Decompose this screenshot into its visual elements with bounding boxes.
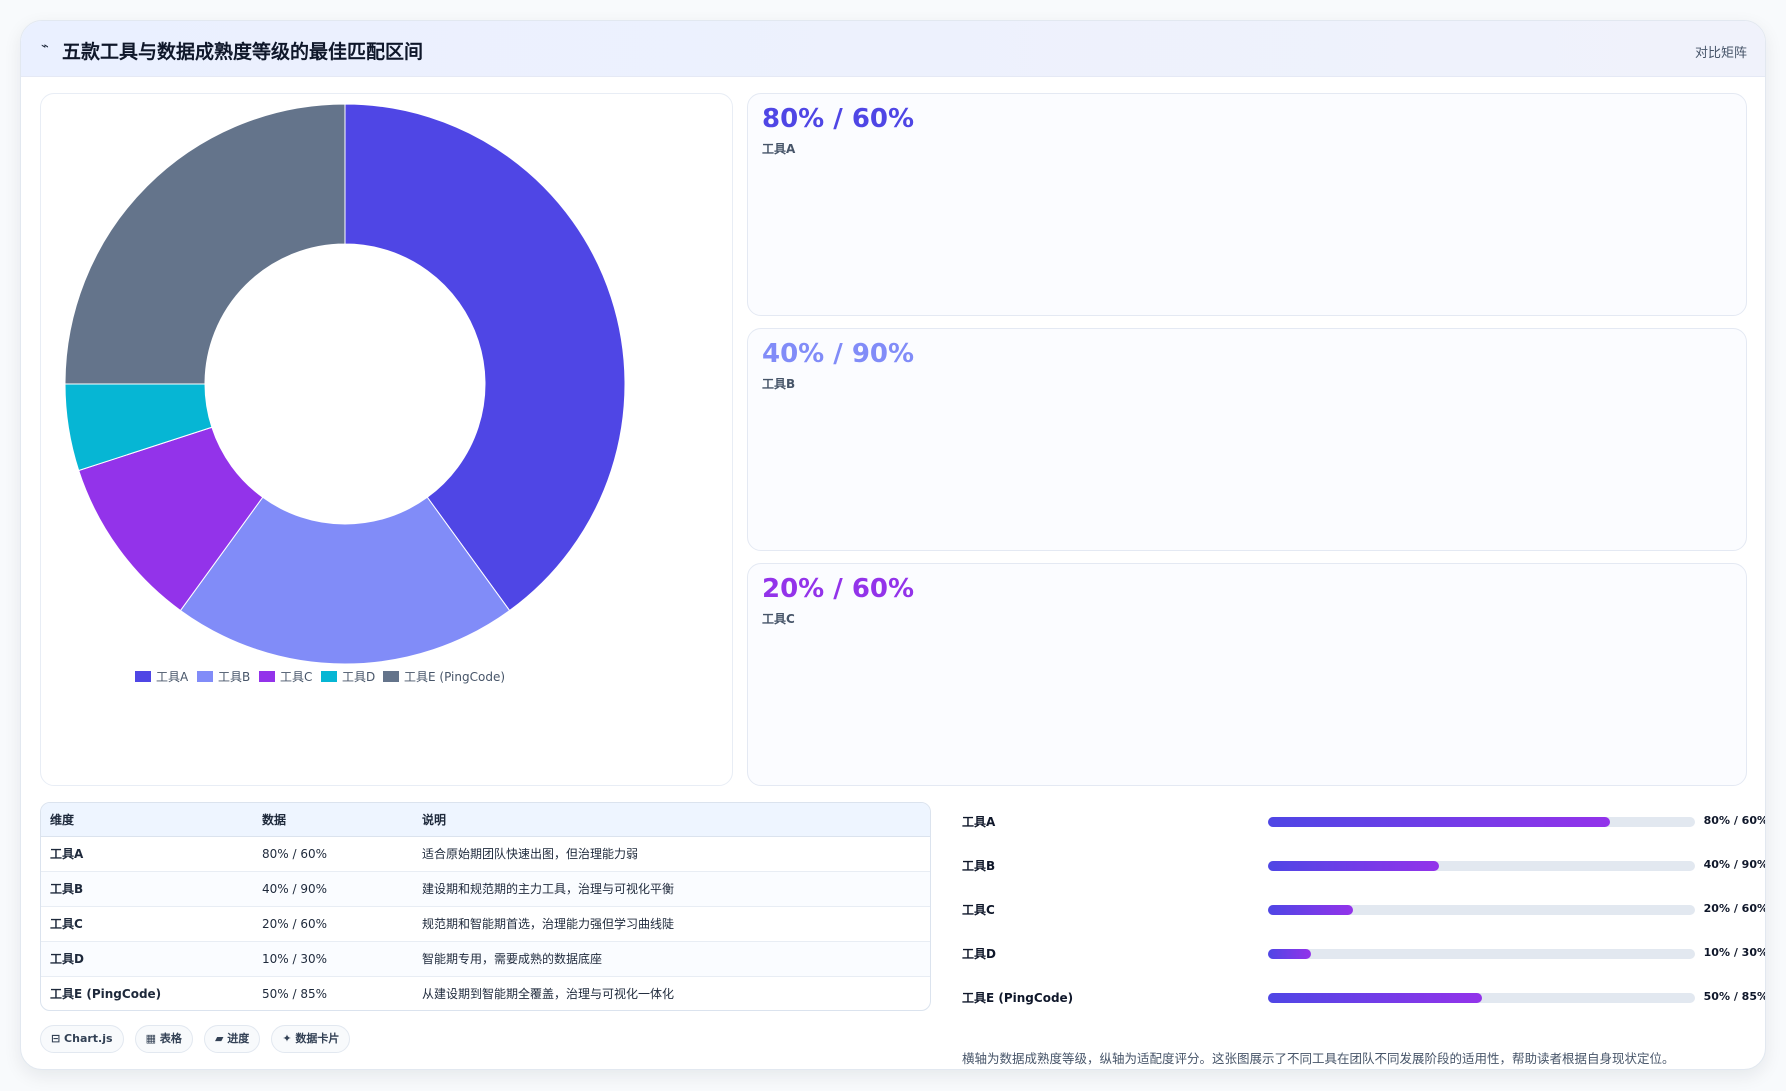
- legend-item[interactable]: 工具A: [135, 670, 189, 684]
- progress-track: [1268, 905, 1695, 915]
- table-cell: 50% / 85%: [253, 975, 413, 1010]
- progress-fill: [1268, 905, 1354, 915]
- progress-label: 工具C: [962, 903, 995, 917]
- donut-chart-panel: 工具A 工具B 工具C 工具D 工具E (PingCode): [40, 93, 733, 786]
- progress-value: 20% / 60%: [1703, 902, 1766, 915]
- progress-track: [1268, 817, 1695, 827]
- table-row: 工具E (PingCode) 50% / 85% 从建设期到智能期全覆盖，治理与…: [41, 975, 930, 1010]
- progress-row: 工具B 40% / 90%: [962, 853, 1766, 897]
- kpi-card-tool-b: 40% / 90% 工具B: [747, 328, 1747, 551]
- chip-data-card[interactable]: ✦ 数据卡片: [271, 1025, 351, 1053]
- table-cell: 工具B: [41, 870, 253, 906]
- donut-slice-1[interactable]: [344, 103, 626, 612]
- legend-item[interactable]: 工具E (PingCode): [383, 670, 505, 684]
- kpi-card-tool-c: 20% / 60% 工具C: [747, 563, 1747, 786]
- donut-chart: 工具A 工具B 工具C 工具D 工具E (PingCode): [64, 103, 626, 684]
- progress-value: 40% / 90%: [1703, 858, 1766, 871]
- legend-swatch: [321, 671, 337, 682]
- progress-value: 80% / 60%: [1703, 814, 1766, 827]
- progress-row: 工具A 80% / 60%: [962, 809, 1766, 853]
- progress-label: 工具E (PingCode): [962, 991, 1074, 1005]
- table-cell: 20% / 60%: [253, 905, 413, 941]
- progress-track: [1268, 993, 1695, 1003]
- table-cell: 工具C: [41, 905, 253, 941]
- legend-swatch: [135, 671, 151, 682]
- legend-label: 工具C: [280, 670, 312, 684]
- kpi-label: 工具C: [762, 612, 795, 626]
- data-table: 维度 数据 说明 工具A 80% / 60% 适合原始期团队快速出图，但治理能力…: [40, 802, 931, 1011]
- table-header-row: 维度 数据 说明: [41, 803, 930, 837]
- progress-fill: [1268, 817, 1610, 827]
- report-card: ⌁ 五款工具与数据成熟度等级的最佳匹配区间 对比矩阵 工具A 工具B 工具C 工具D 工…: [20, 20, 1766, 1070]
- column-header: 维度: [41, 803, 253, 837]
- column-header: 说明: [413, 803, 930, 837]
- comparison-badge: 对比矩阵: [1694, 46, 1747, 61]
- card-header: ⌁ 五款工具与数据成熟度等级的最佳匹配区间 对比矩阵: [21, 21, 1765, 77]
- progress-fill: [1268, 949, 1311, 959]
- legend-swatch: [259, 671, 275, 682]
- page-title: 五款工具与数据成熟度等级的最佳匹配区间: [62, 41, 424, 63]
- progress-label: 工具B: [962, 859, 996, 873]
- progress-fill: [1268, 861, 1439, 871]
- table-cell: 建设期和规范期的主力工具，治理与可视化平衡: [413, 870, 930, 906]
- progress-fill: [1268, 993, 1482, 1003]
- progress-value: 50% / 85%: [1703, 990, 1766, 1003]
- legend-item[interactable]: 工具B: [197, 670, 250, 684]
- progress-row: 工具C 20% / 60%: [962, 897, 1766, 941]
- progress-list: 工具A 80% / 60% 工具B 40% / 90% 工具C 20% / 60…: [962, 809, 1766, 1029]
- donut-slice-5[interactable]: [64, 103, 346, 385]
- progress-track: [1268, 949, 1695, 959]
- column-header: 数据: [253, 803, 413, 837]
- table-cell: 80% / 60%: [253, 835, 413, 871]
- legend-item[interactable]: 工具D: [321, 670, 375, 684]
- legend-label: 工具B: [218, 670, 250, 684]
- table-cell: 规范期和智能期首选，治理能力强但学习曲线陡: [413, 905, 930, 941]
- table-cell: 10% / 30%: [253, 940, 413, 976]
- legend-item[interactable]: 工具C: [259, 670, 312, 684]
- kpi-card-tool-a: 80% / 60% 工具A: [747, 93, 1747, 316]
- table-row: 工具D 10% / 30% 智能期专用，需要成熟的数据底座: [41, 940, 930, 976]
- table-cell: 适合原始期团队快速出图，但治理能力弱: [413, 835, 930, 871]
- legend-label: 工具D: [342, 670, 375, 684]
- kpi-label: 工具B: [762, 377, 796, 391]
- legend-label: 工具E (PingCode): [404, 670, 505, 684]
- chip-chartjs[interactable]: ⊟ Chart.js: [40, 1025, 124, 1053]
- table-cell: 工具A: [41, 835, 253, 871]
- table-cell: 从建设期到智能期全覆盖，治理与可视化一体化: [413, 975, 930, 1010]
- kpi-value: 80% / 60%: [762, 104, 915, 134]
- table-row: 工具A 80% / 60% 适合原始期团队快速出图，但治理能力弱: [41, 835, 930, 871]
- table-row: 工具B 40% / 90% 建设期和规范期的主力工具，治理与可视化平衡: [41, 870, 930, 906]
- tag-chips: ⊟ Chart.js ▦ 表格 ▰ 进度 ✦ 数据卡片: [40, 1025, 356, 1053]
- legend-swatch: [383, 671, 399, 682]
- progress-label: 工具A: [962, 815, 996, 829]
- kpi-value: 20% / 60%: [762, 574, 915, 604]
- chart-footnote: 横轴为数据成熟度等级，纵轴为适配度评分。这张图展示了不同工具在团队不同发展阶段的…: [962, 1051, 1675, 1066]
- table-cell: 工具D: [41, 940, 253, 976]
- progress-label: 工具D: [962, 947, 996, 961]
- progress-row: 工具D 10% / 30%: [962, 941, 1766, 985]
- table-cell: 40% / 90%: [253, 870, 413, 906]
- donut-slice-2[interactable]: [179, 496, 511, 665]
- table-row: 工具C 20% / 60% 规范期和智能期首选，治理能力强但学习曲线陡: [41, 905, 930, 941]
- progress-track: [1268, 861, 1695, 871]
- table-cell: 智能期专用，需要成熟的数据底座: [413, 940, 930, 976]
- chip-table[interactable]: ▦ 表格: [134, 1025, 193, 1053]
- kpi-value: 40% / 90%: [762, 339, 915, 369]
- progress-value: 10% / 30%: [1703, 946, 1766, 959]
- chart-line-icon: ⌁: [41, 39, 49, 54]
- kpi-label: 工具A: [762, 142, 796, 156]
- chip-progress[interactable]: ▰ 进度: [203, 1025, 261, 1053]
- table-cell: 工具E (PingCode): [41, 975, 253, 1010]
- progress-row: 工具E (PingCode) 50% / 85%: [962, 985, 1766, 1029]
- legend-swatch: [197, 671, 213, 682]
- legend-label: 工具A: [156, 670, 189, 684]
